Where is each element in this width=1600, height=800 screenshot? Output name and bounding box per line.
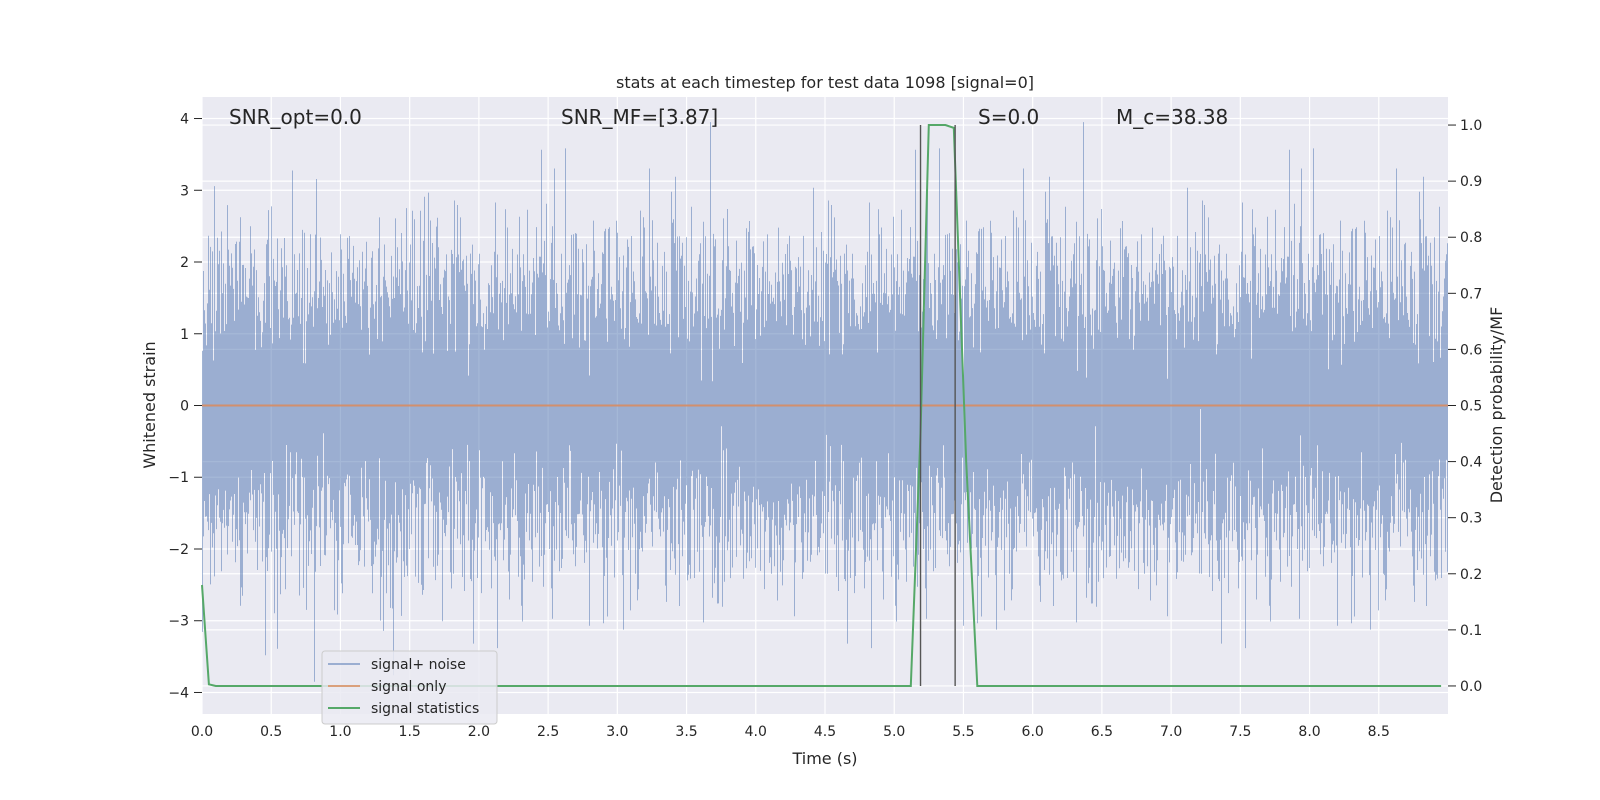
legend-box xyxy=(321,650,498,725)
y2-tick-label: 1.0 xyxy=(1460,118,1482,134)
annotation-snr-opt: SNR_opt=0.0 xyxy=(229,105,362,129)
vertical-markers xyxy=(919,125,956,686)
y2-tick-label: 0.2 xyxy=(1460,567,1482,583)
y-tick-label: −2 xyxy=(168,542,189,558)
line-series xyxy=(201,124,1448,687)
y-axis-ticks: 4 3 2 1 0 −1 −2 −3 −4 xyxy=(168,112,202,701)
y2-tick-label: 0.1 xyxy=(1460,623,1482,639)
x-tick-label: 2.0 xyxy=(468,724,490,740)
x-tick-label: 2.5 xyxy=(537,724,559,740)
y2-tick-label: 0.5 xyxy=(1460,399,1482,415)
legend-label-signal-noise: signal+ noise xyxy=(371,657,466,673)
y-tick-label: 4 xyxy=(180,112,189,128)
y2-tick-label: 0.4 xyxy=(1460,455,1482,471)
x-axis-label: Time (s) xyxy=(791,749,857,768)
x-tick-label: 1.0 xyxy=(329,724,351,740)
y2-tick-label: 0.0 xyxy=(1460,679,1482,695)
y2-tick-label: 0.8 xyxy=(1460,230,1482,246)
x-tick-label: 7.5 xyxy=(1229,724,1251,740)
x-tick-label: 7.0 xyxy=(1160,724,1182,740)
chart-title: stats at each timestep for test data 109… xyxy=(616,73,1034,92)
series-signal-statistics xyxy=(201,124,1442,687)
y2-tick-label: 0.7 xyxy=(1460,286,1482,302)
y2-tick-label: 0.6 xyxy=(1460,342,1482,358)
x-axis-ticks: 0.0 0.5 1.0 1.5 2.0 2.5 3.0 3.5 4.0 4.5 5.0 5.5 6.0 6… xyxy=(191,724,1390,740)
x-tick-label: 5.5 xyxy=(952,724,974,740)
legend: signal+ noise signal only signal statist… xyxy=(321,650,498,725)
y-axis-label: Whitened strain xyxy=(140,341,159,468)
x-tick-label: 8.5 xyxy=(1368,724,1390,740)
y2-tick-label: 0.3 xyxy=(1460,511,1482,527)
x-tick-label: 3.0 xyxy=(606,724,628,740)
x-tick-label: 5.0 xyxy=(883,724,905,740)
x-tick-label: 3.5 xyxy=(675,724,697,740)
x-tick-label: 0.0 xyxy=(191,724,213,740)
y2-axis-ticks: 1.0 0.9 0.8 0.7 0.6 0.5 0.4 0.3 0.2 0.1 0.0 xyxy=(1448,118,1482,695)
y2-axis-label: Detection probability/MF xyxy=(1487,307,1506,504)
y-tick-label: 2 xyxy=(180,255,189,271)
y-tick-label: −4 xyxy=(168,685,189,701)
y-tick-label: 3 xyxy=(180,183,189,199)
y-tick-label: −1 xyxy=(168,470,189,486)
y2-tick-label: 0.9 xyxy=(1460,174,1482,190)
x-tick-label: 8.0 xyxy=(1298,724,1320,740)
legend-label-signal-statistics: signal statistics xyxy=(371,701,479,717)
y-tick-label: 0 xyxy=(180,399,189,415)
y-tick-label: −3 xyxy=(168,614,189,630)
x-tick-label: 4.5 xyxy=(814,724,836,740)
x-tick-label: 4.0 xyxy=(745,724,767,740)
legend-label-signal-only: signal only xyxy=(371,679,446,695)
annotation-s: S=0.0 xyxy=(978,105,1039,129)
annotation-mc: M_c=38.38 xyxy=(1116,105,1228,129)
x-tick-label: 6.5 xyxy=(1091,724,1113,740)
annotation-snr-mf: SNR_MF=[3.87] xyxy=(561,105,718,129)
x-tick-label: 6.0 xyxy=(1022,724,1044,740)
x-tick-label: 0.5 xyxy=(260,724,282,740)
y-tick-label: 1 xyxy=(180,327,189,343)
x-tick-label: 1.5 xyxy=(399,724,421,740)
